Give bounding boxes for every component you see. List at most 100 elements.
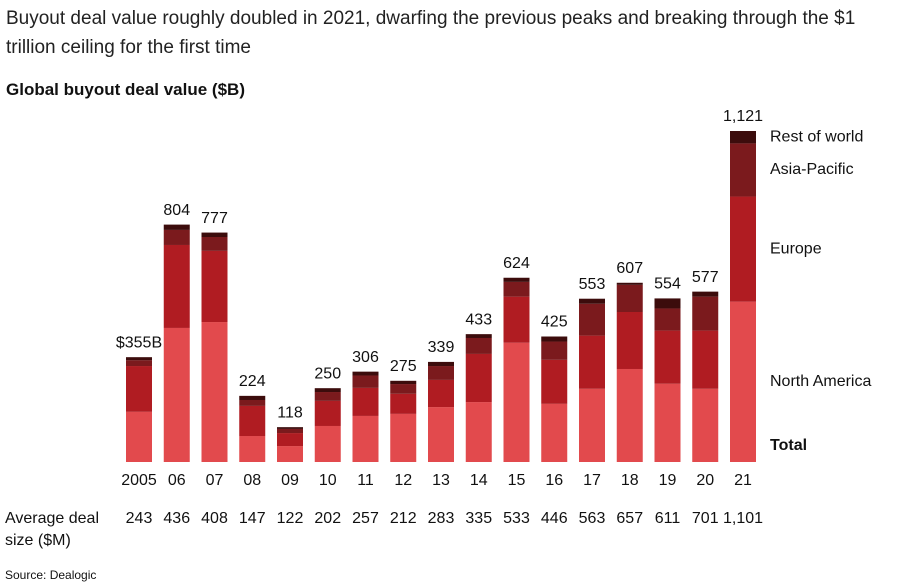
bar-segment [692,296,719,331]
legend-label: Europe [770,240,822,257]
total-label: 306 [352,349,379,366]
bar-segment [654,298,681,309]
bar-segment [541,336,568,342]
legend-label: Rest of world [770,128,863,145]
x-tick-label: 13 [432,472,450,489]
x-tick-label: 09 [281,472,299,489]
x-tick-label: 12 [394,472,412,489]
bar-segment [465,402,492,462]
x-tick-label: 20 [696,472,714,489]
bar-segment [277,427,303,429]
bar-segment [692,388,719,462]
bar-segment [163,229,190,245]
bar-segment [126,360,152,367]
legend-label: Total [770,437,807,454]
bar-segment [126,366,152,412]
bar-segment [730,301,756,462]
bar-segment [692,291,719,297]
bar-segment [239,405,266,437]
avg-deal-size: 147 [239,510,266,527]
bar-segment [277,428,303,434]
bar-segment [428,379,454,408]
bar-segment [579,335,605,389]
bar-segment [314,392,341,401]
total-label: 118 [277,404,303,421]
x-tick-label: 14 [470,472,488,489]
avg-deal-size: 257 [352,510,379,527]
bar-segment [616,284,643,313]
x-tick-label: 16 [545,472,563,489]
total-label: 607 [616,260,643,277]
chart-title: Buyout deal value roughly doubled in 202… [6,8,856,58]
bar-segment [730,196,756,302]
x-tick-label: 19 [659,472,677,489]
total-label: 577 [692,269,719,286]
bar-segment [541,403,568,462]
bar-segment [692,330,719,389]
bar-segment [465,334,492,338]
bar-segment [163,244,190,328]
bar-segment [579,303,605,336]
total-label: 250 [314,365,341,382]
avg-deal-size: 283 [428,510,455,527]
bar-segment [654,383,681,462]
x-tick-label: 18 [621,472,639,489]
x-tick-label: 08 [243,472,261,489]
x-tick-label: 10 [319,472,337,489]
bar-segment [579,388,605,462]
bar-segment [390,380,417,385]
x-tick-label: 11 [357,472,374,489]
avg-deal-size: 1,101 [723,510,763,527]
legend-label: Asia-Pacific [770,161,854,178]
total-label: 433 [465,311,492,328]
bar-segment [126,411,152,462]
avg-deal-size: 202 [314,510,341,527]
avg-deal-size: 122 [277,510,304,527]
bar-segment [654,308,681,331]
avg-deal-size: 611 [655,510,681,527]
source: Source: Dealogic [5,568,97,582]
bar-segment [541,341,568,360]
bar-segment [163,327,190,462]
avg-deal-size: 657 [616,510,643,527]
bar-segment [730,131,756,144]
bar-segment [277,446,303,462]
avg-deal-size: 533 [503,510,530,527]
legend-label: North America [770,373,871,390]
bar-segment [239,399,266,406]
avg-deal-size-label: Average deal size ($M) [5,510,99,549]
bar-segment [503,296,530,343]
total-label: 1,121 [723,108,763,125]
bar-segment [390,393,417,414]
bar-segment [126,357,152,361]
total-label: 624 [503,255,530,272]
x-tick-label: 15 [508,472,526,489]
total-label: 554 [654,276,681,293]
x-tick-label: 06 [168,472,186,489]
avg-deal-size: 212 [390,510,417,527]
bar-segment [730,143,756,197]
bar-segment [314,400,341,426]
bar-segment [201,322,228,462]
avg-deal-size: 335 [465,510,492,527]
bar-segment [239,395,266,400]
bar-segment [503,342,530,462]
bar-segment [201,237,228,251]
bar-segment [616,368,643,462]
x-tick-label: 21 [734,472,752,489]
bar-segment [579,298,605,304]
total-label: 804 [163,202,190,219]
bar-segment [352,375,379,388]
total-label: $355B [116,334,162,351]
bar-segment [616,282,643,285]
bar-segment [239,436,266,462]
avg-deal-size: 563 [579,510,606,527]
bar-segment [428,361,454,367]
bar-segment [616,312,643,369]
x-tick-label: 07 [206,472,224,489]
bar-segment [201,250,228,323]
bar-segment [465,353,492,403]
bar-segment [163,224,190,230]
